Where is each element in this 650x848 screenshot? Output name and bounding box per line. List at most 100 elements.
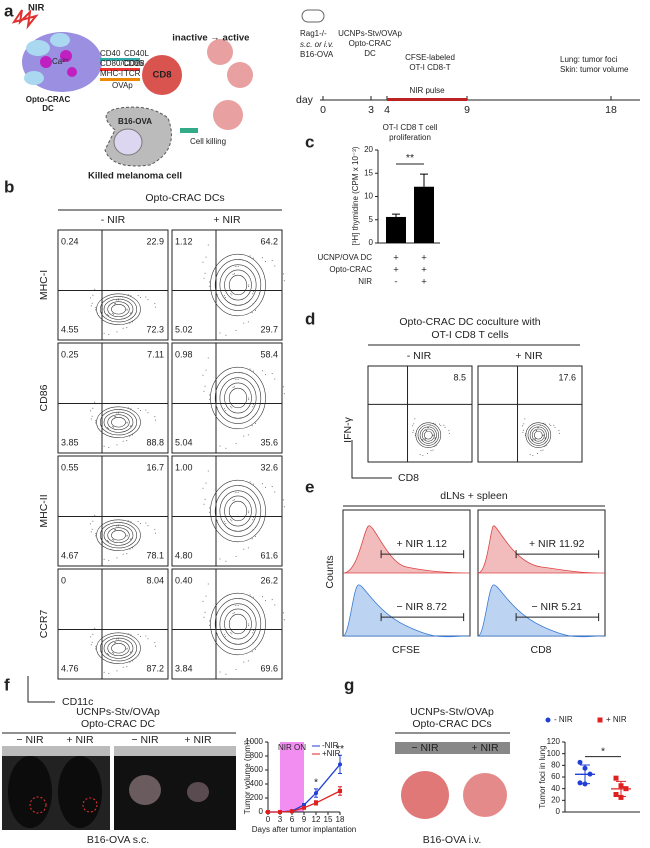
dot <box>205 595 207 597</box>
dot <box>443 424 445 426</box>
dot <box>155 306 157 308</box>
contour <box>107 640 130 657</box>
dot <box>216 407 218 409</box>
dot <box>553 424 555 426</box>
condition-mark: + <box>393 265 399 276</box>
dot <box>95 646 97 648</box>
plot-frame <box>57 342 169 454</box>
dot <box>243 548 245 550</box>
dot <box>219 332 221 334</box>
dot <box>130 424 132 426</box>
quadrant-value: 32.6 <box>260 462 278 472</box>
column-header: + NIR <box>213 214 241 226</box>
contour <box>107 414 130 431</box>
gate-bar <box>515 550 600 559</box>
contour <box>529 426 547 444</box>
dot <box>544 437 546 439</box>
column-header: - NIR <box>101 214 126 226</box>
y-tick-label: 60 <box>551 772 560 781</box>
dot <box>203 616 205 618</box>
quadrant-value: 4.55 <box>61 324 79 334</box>
dot <box>116 412 118 414</box>
dot <box>223 521 225 523</box>
contour <box>99 635 138 662</box>
dot <box>223 408 225 410</box>
dot <box>130 311 132 313</box>
dot <box>130 650 132 652</box>
dot <box>209 281 211 283</box>
chart-title: proliferation <box>389 133 431 142</box>
dot <box>108 428 110 430</box>
dot <box>237 491 239 493</box>
point <box>302 805 306 810</box>
day-label: 9 <box>464 104 470 116</box>
dot <box>271 260 273 262</box>
y-label: Counts <box>324 555 336 588</box>
dot <box>235 555 237 557</box>
dot <box>534 438 536 440</box>
histogram <box>342 525 471 574</box>
dot <box>265 487 267 489</box>
dot <box>126 327 128 329</box>
dot <box>154 303 156 305</box>
contour <box>99 409 138 436</box>
dot <box>154 416 156 418</box>
dot <box>239 485 241 487</box>
dot <box>247 547 249 549</box>
dot <box>103 445 105 447</box>
dot <box>521 425 523 427</box>
flow-title: Opto-CRAC DC coculture with <box>399 316 540 328</box>
dot <box>101 652 103 654</box>
dot <box>231 520 233 522</box>
dot <box>122 440 124 442</box>
contour <box>103 524 134 546</box>
dot <box>430 424 432 426</box>
sd-bar <box>580 764 590 785</box>
point <box>618 794 624 800</box>
receptor: MHC-I <box>100 69 123 78</box>
point <box>613 792 619 797</box>
chart-title: OT-I CD8 T cell <box>383 123 438 132</box>
dot <box>252 406 254 408</box>
dot <box>434 445 436 447</box>
dot <box>131 316 133 318</box>
contour <box>219 377 257 419</box>
dot <box>127 520 129 522</box>
y-tick-label: 80 <box>551 760 560 769</box>
dot <box>529 454 531 456</box>
lung-photo <box>463 773 507 817</box>
panel-label: a <box>4 1 14 20</box>
quadrant-value: 1.00 <box>175 462 193 472</box>
mouse-icon <box>301 9 325 23</box>
contour <box>107 301 130 318</box>
dot <box>204 272 206 274</box>
dot <box>271 599 273 601</box>
dot <box>536 427 538 429</box>
contour <box>415 422 442 448</box>
plot-frame <box>171 342 283 454</box>
dot <box>434 438 436 440</box>
dot <box>239 259 241 261</box>
dot <box>544 438 546 440</box>
dot <box>432 435 434 437</box>
dot <box>108 333 110 335</box>
row-label: CD86 <box>38 384 50 411</box>
timeline-step: DC <box>364 49 376 58</box>
dot <box>116 670 118 672</box>
point <box>314 791 318 796</box>
panel-title: UCNPs-Stv/OVAp <box>76 706 160 718</box>
dot <box>430 450 432 452</box>
dot <box>225 636 227 638</box>
photo-label: − NIR <box>411 742 439 754</box>
contour <box>219 490 257 532</box>
contour <box>96 519 141 551</box>
cd8: CD8 <box>152 70 171 81</box>
quadrant-value: 58.4 <box>260 349 278 359</box>
timeline-step: CFSE-labeled <box>405 53 455 62</box>
dot <box>126 534 128 536</box>
dot <box>215 403 217 405</box>
dot <box>101 426 103 428</box>
dc-label: Opto-CRAC <box>26 95 71 104</box>
dot <box>108 541 110 543</box>
dot <box>252 293 254 295</box>
